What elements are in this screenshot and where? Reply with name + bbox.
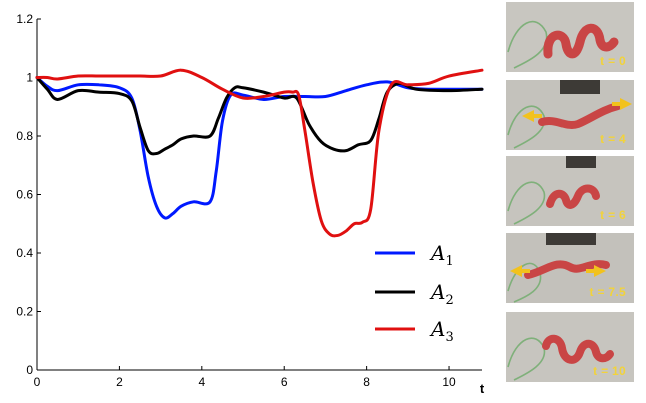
line-chart: 0 2 4 6 8 10 0 0.2 0.4 0.6 0.8 1 1.2 t A1 A2 A3 [16, 12, 485, 396]
x-tick-label: 10 [442, 375, 456, 389]
y-tick-label: 1.2 [16, 12, 33, 26]
x-tick-label: 8 [363, 375, 370, 389]
photo-t7-5: t = 7.5 [506, 233, 634, 303]
y-tick-label: 0 [26, 363, 33, 377]
x-tick-label: 4 [198, 375, 205, 389]
x-tick-label: 6 [281, 375, 288, 389]
y-tick-label: 0.2 [16, 305, 33, 319]
x-axis-label: t [480, 381, 485, 396]
legend-label: A2 [429, 280, 454, 308]
photo-t6: t = 6 [506, 156, 634, 226]
snake-robot-photo [506, 2, 634, 72]
legend-subscript: 3 [445, 330, 453, 345]
y-tick-label: 0.8 [16, 129, 33, 143]
photo-label: t = 10 [593, 364, 626, 378]
chart-series [35, 68, 484, 238]
photo-label: t = 7.5 [589, 285, 626, 299]
snake-robot-photo [506, 80, 634, 150]
legend-subscript: 2 [445, 293, 453, 308]
snake-robot-photo [506, 233, 634, 303]
arrow-right-icon [612, 98, 632, 110]
chart-legend: A1 A2 A3 [375, 241, 454, 345]
snake-robot-photo [506, 312, 634, 382]
legend-label: A1 [429, 241, 454, 269]
snake-robot-photo [506, 156, 634, 226]
arrow-left-icon [522, 110, 542, 122]
series-line-a1 [35, 76, 484, 220]
photo-label: t = 6 [600, 208, 626, 222]
x-tick-label: 0 [34, 375, 41, 389]
arrow-right-icon [586, 265, 606, 277]
y-tick-label: 1 [26, 71, 33, 85]
y-tick-label: 0.6 [16, 188, 33, 202]
photo-t10: t = 10 [506, 312, 634, 382]
legend-subscript: 1 [445, 254, 453, 269]
y-tick-label: 0.4 [16, 246, 33, 260]
legend-label: A3 [429, 317, 454, 345]
photo-label: t = 0 [600, 54, 626, 68]
chart-axes: 0 2 4 6 8 10 0 0.2 0.4 0.6 0.8 1 1.2 t [16, 12, 485, 396]
photo-label: t = 4 [600, 132, 626, 146]
photo-strip: t = 0 t = 4 t = 6 t = 7.5 [506, 0, 646, 403]
arrow-left-icon [510, 265, 530, 277]
photo-t0: t = 0 [506, 2, 634, 72]
x-tick-label: 2 [116, 375, 123, 389]
series-line-a2 [35, 76, 484, 156]
series-line-a3 [35, 68, 484, 238]
photo-t4: t = 4 [506, 80, 634, 150]
